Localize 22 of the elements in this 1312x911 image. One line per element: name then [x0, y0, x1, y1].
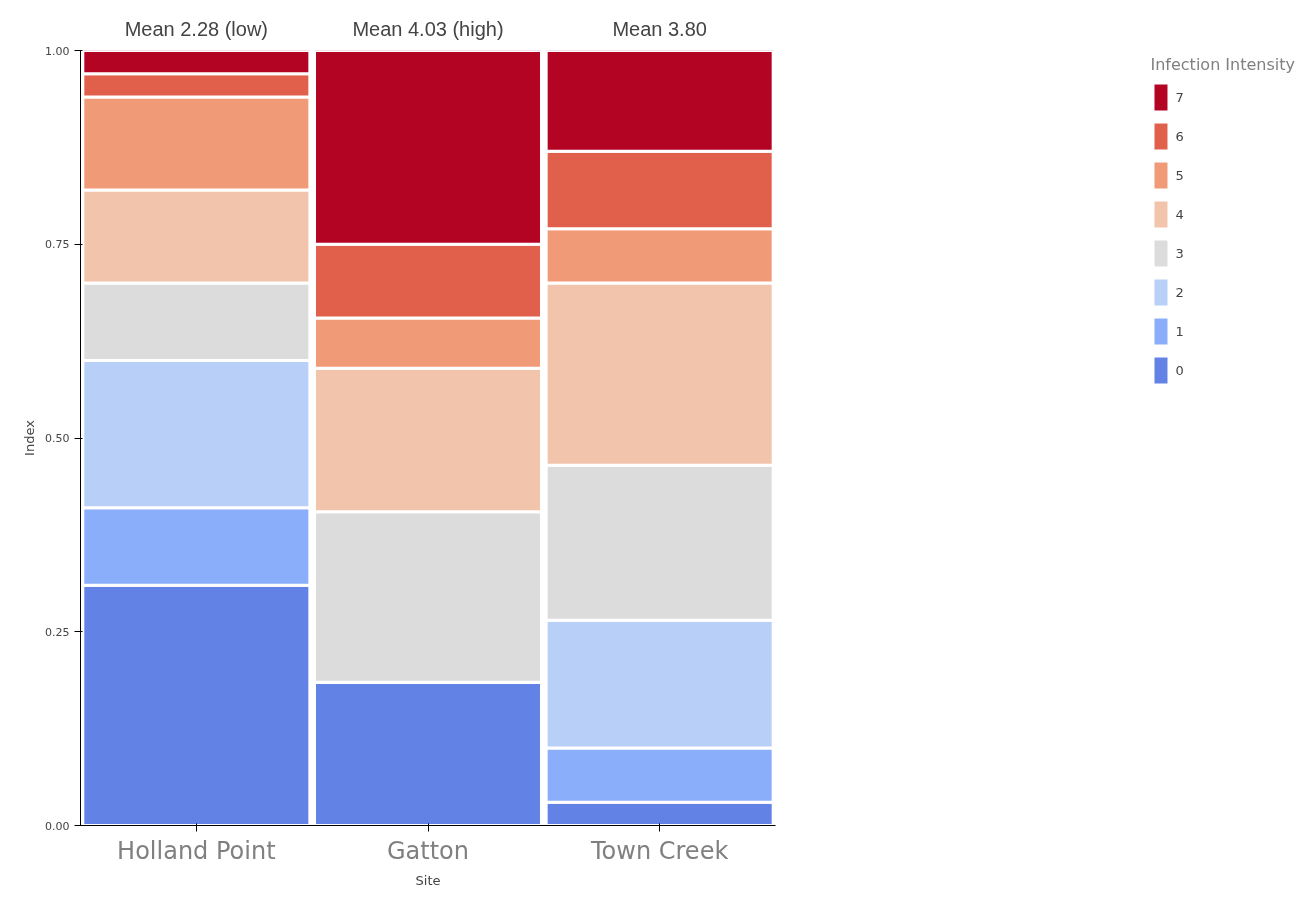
legend-label: 5: [1175, 167, 1185, 183]
text: Mean 3.80: [612, 17, 707, 40]
text: Mean 4.03 (high): [352, 17, 504, 40]
x-tick-label: Gatton: [386, 836, 470, 865]
y-tick-label: 0.00: [45, 819, 70, 833]
legend-label: 1: [1175, 323, 1185, 339]
x-tick-label: Holland Point: [117, 836, 276, 865]
legend-label: 2: [1175, 284, 1185, 300]
y-tick-label: 0.75: [45, 238, 70, 252]
text: Mean 2.28 (low): [124, 17, 269, 40]
y-tick-label: 1.00: [45, 44, 70, 58]
x-tick-label: Town Creek: [590, 836, 729, 865]
x-axis-title: Site: [415, 872, 441, 888]
y-tick-label: 0.25: [45, 625, 70, 639]
legend-title: Infection Intensity: [1150, 55, 1295, 74]
legend-label: 0: [1175, 362, 1185, 378]
y-tick-label: 0.50: [45, 432, 70, 445]
legend-label: 3: [1175, 245, 1185, 261]
legend-label: 7: [1175, 89, 1185, 105]
legend-label: 6: [1175, 128, 1185, 144]
legend-label: 4: [1175, 206, 1185, 222]
y-axis-title: Index: [22, 419, 38, 456]
